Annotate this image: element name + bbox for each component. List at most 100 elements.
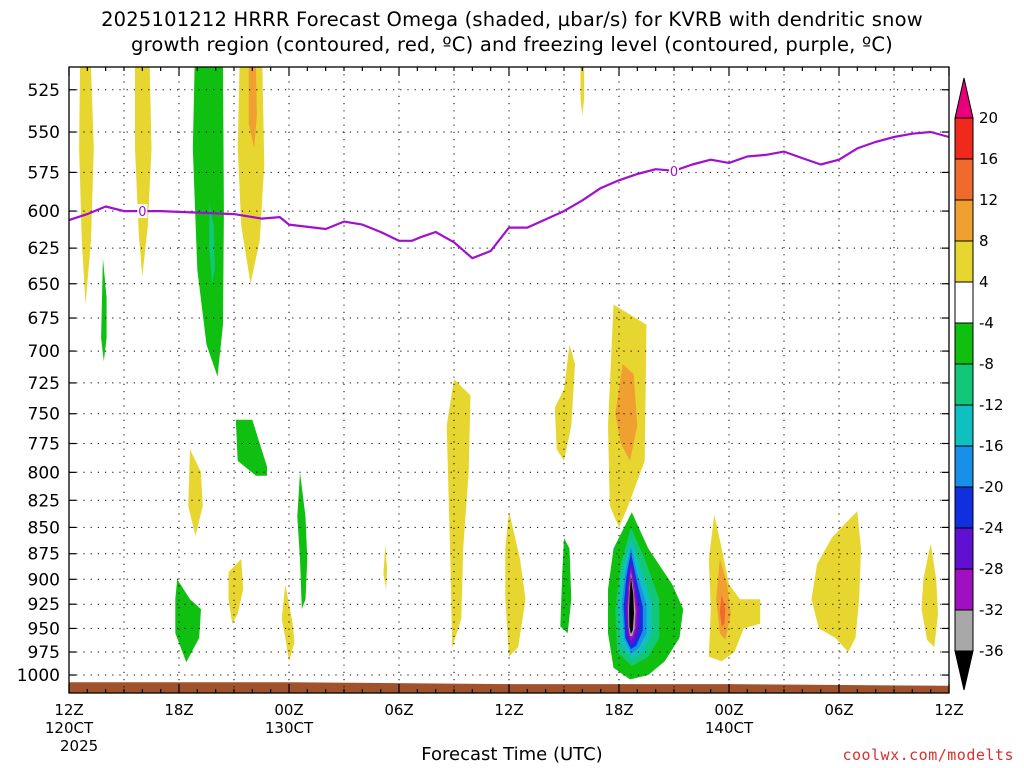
x-tick-label: 06Z xyxy=(384,701,414,719)
y-tick-label: 725 xyxy=(28,374,60,394)
y-tick-label: 600 xyxy=(28,202,60,222)
x-tick-label: 18Z xyxy=(164,701,194,719)
omega-yellow-tall-2 xyxy=(505,511,526,657)
omega-yellow-speck xyxy=(580,67,585,116)
freezing-level-layer: 00 xyxy=(68,130,950,260)
colorbar-bin xyxy=(954,363,974,406)
freezing-level-label: 0 xyxy=(138,205,146,220)
omega-yellow-column-1 xyxy=(79,67,94,305)
omega-red-orange-core xyxy=(719,594,726,627)
y-axis: 525 550 575 600 625 650 675 700 725 750 775 800 825 8… xyxy=(17,81,949,686)
omega-yellow-right-2 xyxy=(811,511,861,652)
y-tick-label: 850 xyxy=(28,518,60,538)
colorbar-label: 8 xyxy=(979,232,989,250)
colorbar-bin xyxy=(954,568,974,611)
colorbar-label: -12 xyxy=(979,396,1004,414)
y-tick-label: 625 xyxy=(28,239,60,259)
y-tick-label: 525 xyxy=(28,81,60,101)
omega-yellow-column-3 xyxy=(237,67,265,284)
y-tick-label: 825 xyxy=(28,491,60,511)
x-tick-date-label: 120CT xyxy=(44,719,94,737)
omega-yellow-column-2 xyxy=(135,67,152,277)
colorbar-label: -28 xyxy=(979,560,1004,578)
colorbar-bin xyxy=(954,158,974,201)
omega-orange-streak xyxy=(248,67,257,149)
omega-yellow-tall-1 xyxy=(446,379,471,648)
y-tick-label: 650 xyxy=(28,275,60,295)
y-tick-label: 975 xyxy=(28,643,60,663)
colorbar-label: 16 xyxy=(979,150,998,168)
x-tick-date-label: 140CT xyxy=(704,719,754,737)
x-tick-label: 00Z xyxy=(714,701,744,719)
colorbar-bin xyxy=(954,117,974,160)
omega-yellow-right-3 xyxy=(921,543,938,648)
colorbar-label: -16 xyxy=(979,437,1004,455)
omega-teal-streak xyxy=(209,203,215,284)
chart-title-line-2: growth region (contoured, red, ºC) and f… xyxy=(131,33,893,56)
omega-green-column xyxy=(192,67,224,377)
y-tick-label: 925 xyxy=(28,595,60,615)
credit-link[interactable]: coolwx.com/modelts xyxy=(842,746,1014,764)
colorbar-bin xyxy=(954,527,974,570)
x-tick-label: 06Z xyxy=(824,701,854,719)
omega-green-high-patch xyxy=(235,419,267,476)
chart-title-line-1: 2025101212 HRRR Forecast Omega (shaded, … xyxy=(101,8,923,31)
year-label: 2025 xyxy=(60,737,99,755)
x-tick-label: 12Z xyxy=(54,701,84,719)
x-tick-label: 12Z xyxy=(934,701,964,719)
y-tick-label: 750 xyxy=(28,405,60,425)
colorbar: 20 16 12 8 4 -4 -8 -12 -16 -20 -24 -28 -32 -36 xyxy=(954,77,1004,691)
colorbar-label: -20 xyxy=(979,478,1004,496)
colorbar-bottom-arrow xyxy=(954,650,974,691)
colorbar-bin xyxy=(954,609,974,652)
y-tick-label: 875 xyxy=(28,545,60,565)
colorbar-bin xyxy=(954,240,974,283)
colorbar-label: -4 xyxy=(979,314,994,332)
colorbar-label: 4 xyxy=(979,273,989,291)
omega-shading-layer xyxy=(79,67,938,680)
colorbar-label: 12 xyxy=(979,191,998,209)
gridlines xyxy=(69,67,949,693)
y-tick-label: 800 xyxy=(28,463,60,483)
freezing-level-label-bg xyxy=(137,204,148,219)
y-tick-label: 775 xyxy=(28,435,60,455)
freezing-level-label: 0 xyxy=(670,165,678,180)
x-tick-date-label: 130CT xyxy=(264,719,314,737)
x-axis-title: Forecast Time (UTC) xyxy=(421,744,603,765)
omega-yellow-thin-2 xyxy=(383,544,388,590)
y-tick-label: 700 xyxy=(28,342,60,362)
colorbar-label: -32 xyxy=(979,601,1004,619)
omega-black-core xyxy=(629,576,634,635)
x-tick-label: 12Z xyxy=(494,701,524,719)
omega-green-blob-1 xyxy=(101,258,107,362)
colorbar-label: -8 xyxy=(979,355,994,373)
omega-yellow-low-1 xyxy=(188,449,203,536)
omega-green-low-2 xyxy=(560,538,572,634)
colorbar-bin xyxy=(954,486,974,529)
y-tick-label: 575 xyxy=(28,163,60,183)
colorbar-bin xyxy=(954,445,974,488)
colorbar-bin xyxy=(954,404,974,447)
colorbar-bin xyxy=(954,322,974,365)
x-axis-ticks xyxy=(68,67,950,693)
freezing-level-line xyxy=(68,130,950,260)
x-tick-label: 18Z xyxy=(604,701,634,719)
omega-green-low-1 xyxy=(175,579,201,663)
colorbar-label: 20 xyxy=(979,109,998,127)
y-tick-label: 900 xyxy=(28,570,60,590)
y-tick-label: 950 xyxy=(28,619,60,639)
omega-yellow-right-1 xyxy=(708,514,761,662)
x-tick-label: 00Z xyxy=(274,701,304,719)
colorbar-top-arrow xyxy=(954,77,974,119)
omega-yellow-low-2 xyxy=(228,558,244,624)
y-tick-label: 675 xyxy=(28,309,60,329)
omega-orange-right xyxy=(716,558,731,640)
colorbar-label: -36 xyxy=(979,642,1004,660)
y-tick-label: 550 xyxy=(28,123,60,143)
freezing-level-label-bg xyxy=(669,163,679,178)
omega-orange-column xyxy=(615,363,638,461)
omega-green-thin-1 xyxy=(297,472,308,610)
colorbar-label: -24 xyxy=(979,519,1004,537)
y-tick-label: 1000 xyxy=(17,666,60,686)
